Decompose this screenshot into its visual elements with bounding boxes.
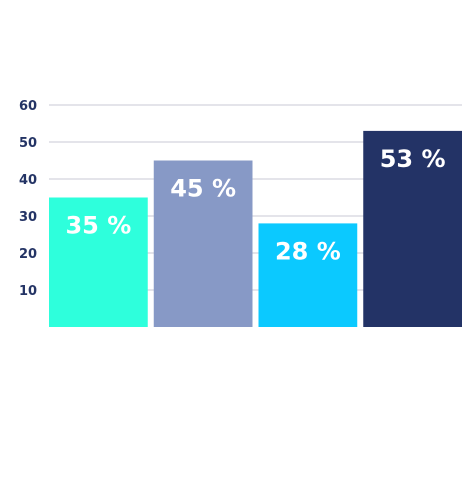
y-tick-label-40: 40 [19,173,37,188]
bar-3 [258,223,358,327]
bar-value-label-4: 53 % [380,145,446,173]
y-tick-label-30: 30 [19,210,37,225]
bar-value-label-3: 28 % [275,237,341,265]
y-axis-tick-labels: 10 20 30 40 50 60 [19,99,37,299]
y-tick-label-20: 20 [19,247,37,262]
y-tick-label-10: 10 [19,284,37,299]
bar-4 [363,130,462,327]
bar-value-label-2: 45 % [170,175,236,203]
bar-2 [153,160,253,327]
data-labels: 35 % 45 % 28 % 53 % [65,145,445,266]
bars [49,130,462,327]
y-tick-label-60: 60 [19,99,37,114]
bar-value-label-1: 35 % [65,212,131,240]
bar-1 [49,197,148,327]
y-tick-label-50: 50 [19,136,37,151]
